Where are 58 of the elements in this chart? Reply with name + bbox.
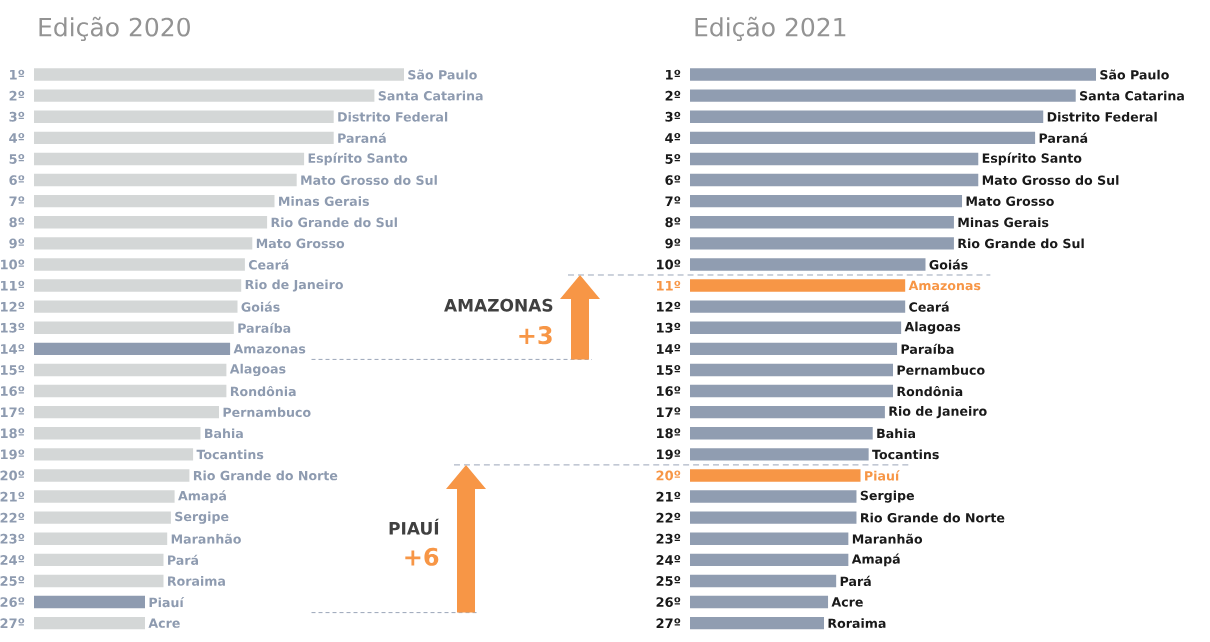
bar	[34, 511, 171, 524]
bar	[34, 173, 297, 187]
bar	[690, 194, 963, 208]
bar	[690, 152, 979, 166]
bar	[690, 469, 861, 482]
bar	[690, 131, 1036, 145]
bar	[34, 342, 231, 356]
bar	[690, 342, 898, 356]
bar	[34, 194, 275, 208]
bar	[690, 553, 849, 567]
bar	[690, 363, 894, 377]
annotation: PIAUÍ	[389, 518, 440, 535]
bar	[34, 384, 227, 398]
bar	[690, 279, 906, 292]
bar	[34, 616, 145, 630]
bar	[690, 321, 902, 334]
bar	[690, 110, 1044, 123]
bar	[690, 511, 857, 524]
bar	[34, 258, 245, 271]
bar	[690, 216, 954, 229]
chart-title: Edição 2021	[695, 16, 846, 41]
bar	[690, 616, 824, 630]
bar	[34, 131, 334, 145]
bar	[690, 173, 979, 187]
text: +6	[405, 547, 439, 566]
bar	[34, 553, 164, 567]
bar	[690, 427, 873, 440]
bar	[34, 279, 242, 292]
chart-title: Edição 2020	[39, 16, 190, 41]
bar	[34, 405, 219, 419]
bar	[690, 237, 954, 250]
bar	[34, 448, 194, 461]
bar	[34, 574, 164, 588]
bar	[690, 405, 885, 419]
bar	[690, 595, 829, 609]
bar	[34, 110, 334, 123]
bar	[690, 68, 1097, 81]
bar	[34, 595, 145, 609]
bar	[690, 574, 837, 588]
bar	[34, 363, 227, 377]
bar	[690, 300, 906, 313]
bar	[34, 237, 253, 250]
bar	[34, 532, 168, 545]
bar	[690, 89, 1076, 102]
bar	[34, 321, 234, 334]
bar	[34, 427, 201, 440]
bar	[690, 384, 894, 398]
bar	[690, 490, 857, 503]
bar	[34, 152, 305, 166]
bar	[34, 68, 405, 81]
bar	[34, 469, 190, 482]
bar	[690, 532, 849, 545]
bar	[34, 216, 268, 229]
bar	[34, 490, 175, 503]
text: +3	[519, 326, 552, 345]
text: AMAZONAS	[444, 298, 553, 312]
bar	[34, 300, 238, 313]
bar	[34, 89, 375, 102]
